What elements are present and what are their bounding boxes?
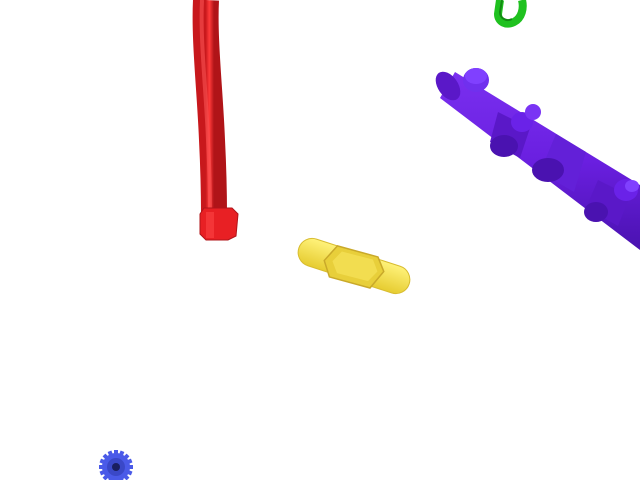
yellow-wing-nut [297,237,411,295]
hook-icon [493,0,527,28]
red-flexible-hose [192,0,239,241]
gear-icon [99,450,133,480]
rod-collar [584,179,639,226]
hose-icon [192,0,227,215]
hose-fitting [199,207,239,241]
rod-collar [490,104,541,158]
purple-assembly-rod [435,68,640,250]
rod-collar [532,134,586,192]
blue-gear [99,450,133,480]
green-hook [493,0,527,28]
